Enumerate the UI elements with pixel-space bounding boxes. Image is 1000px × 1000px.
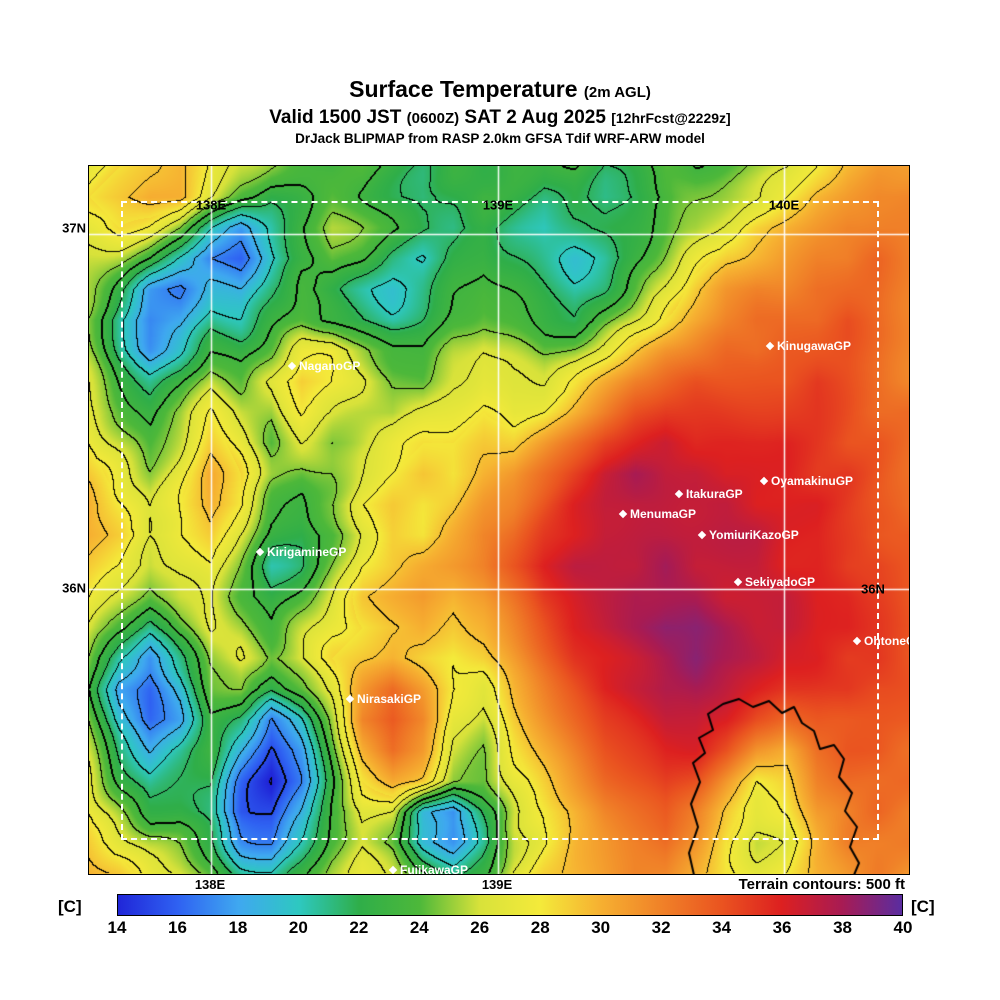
colorbar-tick: 36 — [772, 918, 792, 937]
valid-prefix: Valid 1500 JST — [269, 107, 402, 128]
title-line: Surface Temperature (2m AGL) — [0, 76, 1000, 106]
colorbar-tick: 16 — [167, 918, 187, 937]
valid-time-line: Valid 1500 JST (0600Z) SAT 2 Aug 2025 [1… — [0, 106, 1000, 130]
terrain-contours-note: Terrain contours: 500 ft — [738, 876, 905, 893]
page-title: Surface Temperature — [349, 76, 578, 102]
lon-label: 139E — [482, 197, 514, 213]
station-MenumaGP: MenumaGP — [618, 507, 697, 521]
station-label: OyamakinuGP — [771, 474, 854, 488]
station-OyamakinuGP: OyamakinuGP — [759, 474, 854, 488]
lat-label: 37N — [62, 220, 86, 236]
lon-label: 138E — [195, 197, 227, 213]
station-YomiuriKazoGP: YomiuriKazoGP — [697, 528, 799, 542]
station-NirasakiGP: NirasakiGP — [345, 692, 422, 706]
colorbar-tick: 22 — [349, 918, 369, 937]
lat-label: 36N — [62, 580, 86, 596]
station-ItakuraGP: ItakuraGP — [674, 487, 743, 501]
station-marker-icon — [759, 476, 769, 486]
header: Surface Temperature (2m AGL) Valid 1500 … — [0, 76, 1000, 148]
colorbar-tick: 40 — [893, 918, 913, 937]
station-label: OhtoneGP — [864, 634, 909, 648]
colorbar — [117, 894, 903, 916]
valid-date: SAT 2 Aug 2025 — [464, 107, 606, 128]
page-title-suffix: (2m AGL) — [583, 84, 651, 101]
station-marker-icon — [674, 489, 684, 499]
temperature-map: NaganoGP KinugawaGP OyamakinuGP ItakuraGP Me… — [88, 165, 910, 875]
station-marker-icon — [287, 361, 297, 371]
colorbar-tick: 26 — [470, 918, 490, 937]
station-KinugawaGP: KinugawaGP — [765, 339, 852, 353]
temperature-field-canvas — [89, 166, 909, 874]
station-marker-icon — [618, 509, 628, 519]
station-label: SekiyadoGP — [745, 575, 816, 589]
colorbar-tick: 32 — [651, 918, 671, 937]
colorbar-tick: 24 — [409, 918, 429, 937]
lon-label: 140E — [768, 197, 800, 213]
valid-zulu: (0600Z) — [406, 110, 460, 127]
colorbar-tick: 34 — [712, 918, 732, 937]
station-marker-icon — [733, 577, 743, 587]
lon-label: 138E — [194, 877, 226, 892]
station-marker-icon — [255, 547, 265, 557]
station-label: MenumaGP — [630, 507, 697, 521]
station-OhtoneGP: OhtoneGP — [852, 634, 909, 648]
station-marker-icon — [765, 341, 775, 351]
colorbar-tick: 20 — [288, 918, 308, 937]
station-label: ItakuraGP — [686, 487, 743, 501]
colorbar-tick: 14 — [107, 918, 127, 937]
lon-label: 139E — [481, 877, 513, 892]
model-domain-boundary — [121, 201, 879, 840]
valid-forecast: [12hrFcst@2229z] — [611, 110, 731, 126]
station-NaganoGP: NaganoGP — [287, 359, 361, 373]
station-KirigamineGP: KirigamineGP — [255, 545, 347, 559]
station-marker-icon — [388, 865, 398, 874]
station-label: FujikawaGP — [400, 863, 469, 875]
station-marker-icon — [697, 530, 707, 540]
station-label: KirigamineGP — [267, 545, 347, 559]
model-line: DrJack BLIPMAP from RASP 2.0km GFSA Tdif… — [295, 131, 705, 146]
station-label: NaganoGP — [299, 359, 361, 373]
station-SekiyadoGP: SekiyadoGP — [733, 575, 816, 589]
unit-label-right: [C] — [911, 897, 935, 916]
station-FujikawaGP: FujikawaGP — [388, 863, 469, 875]
colorbar-tick: 28 — [530, 918, 550, 937]
station-label: KinugawaGP — [777, 339, 852, 353]
colorbar-tick: 38 — [833, 918, 852, 937]
unit-label-left: [C] — [58, 897, 82, 916]
lat-label: 36N — [861, 581, 885, 597]
station-marker-icon — [852, 636, 862, 646]
station-marker-icon — [345, 694, 355, 704]
station-label: NirasakiGP — [357, 692, 422, 706]
colorbar-tick: 30 — [591, 918, 611, 937]
station-label: YomiuriKazoGP — [709, 528, 799, 542]
colorbar-tick: 18 — [228, 918, 248, 937]
